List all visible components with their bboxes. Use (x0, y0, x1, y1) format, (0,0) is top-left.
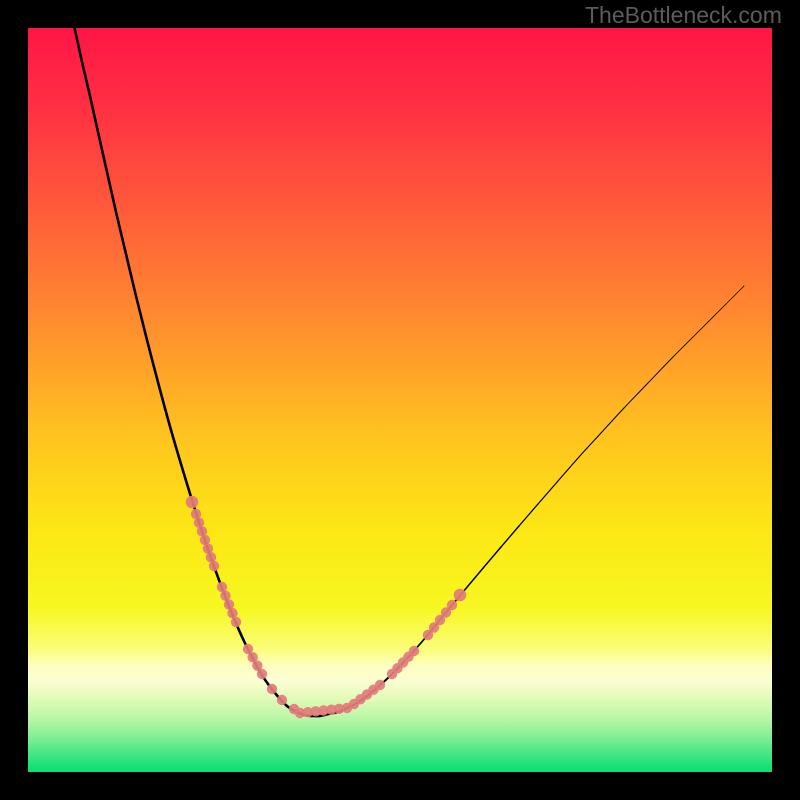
bottleneck-curve (28, 28, 772, 772)
watermark-text: TheBottleneck.com (585, 2, 782, 29)
chart-frame (0, 0, 800, 800)
plot-area (28, 28, 772, 772)
